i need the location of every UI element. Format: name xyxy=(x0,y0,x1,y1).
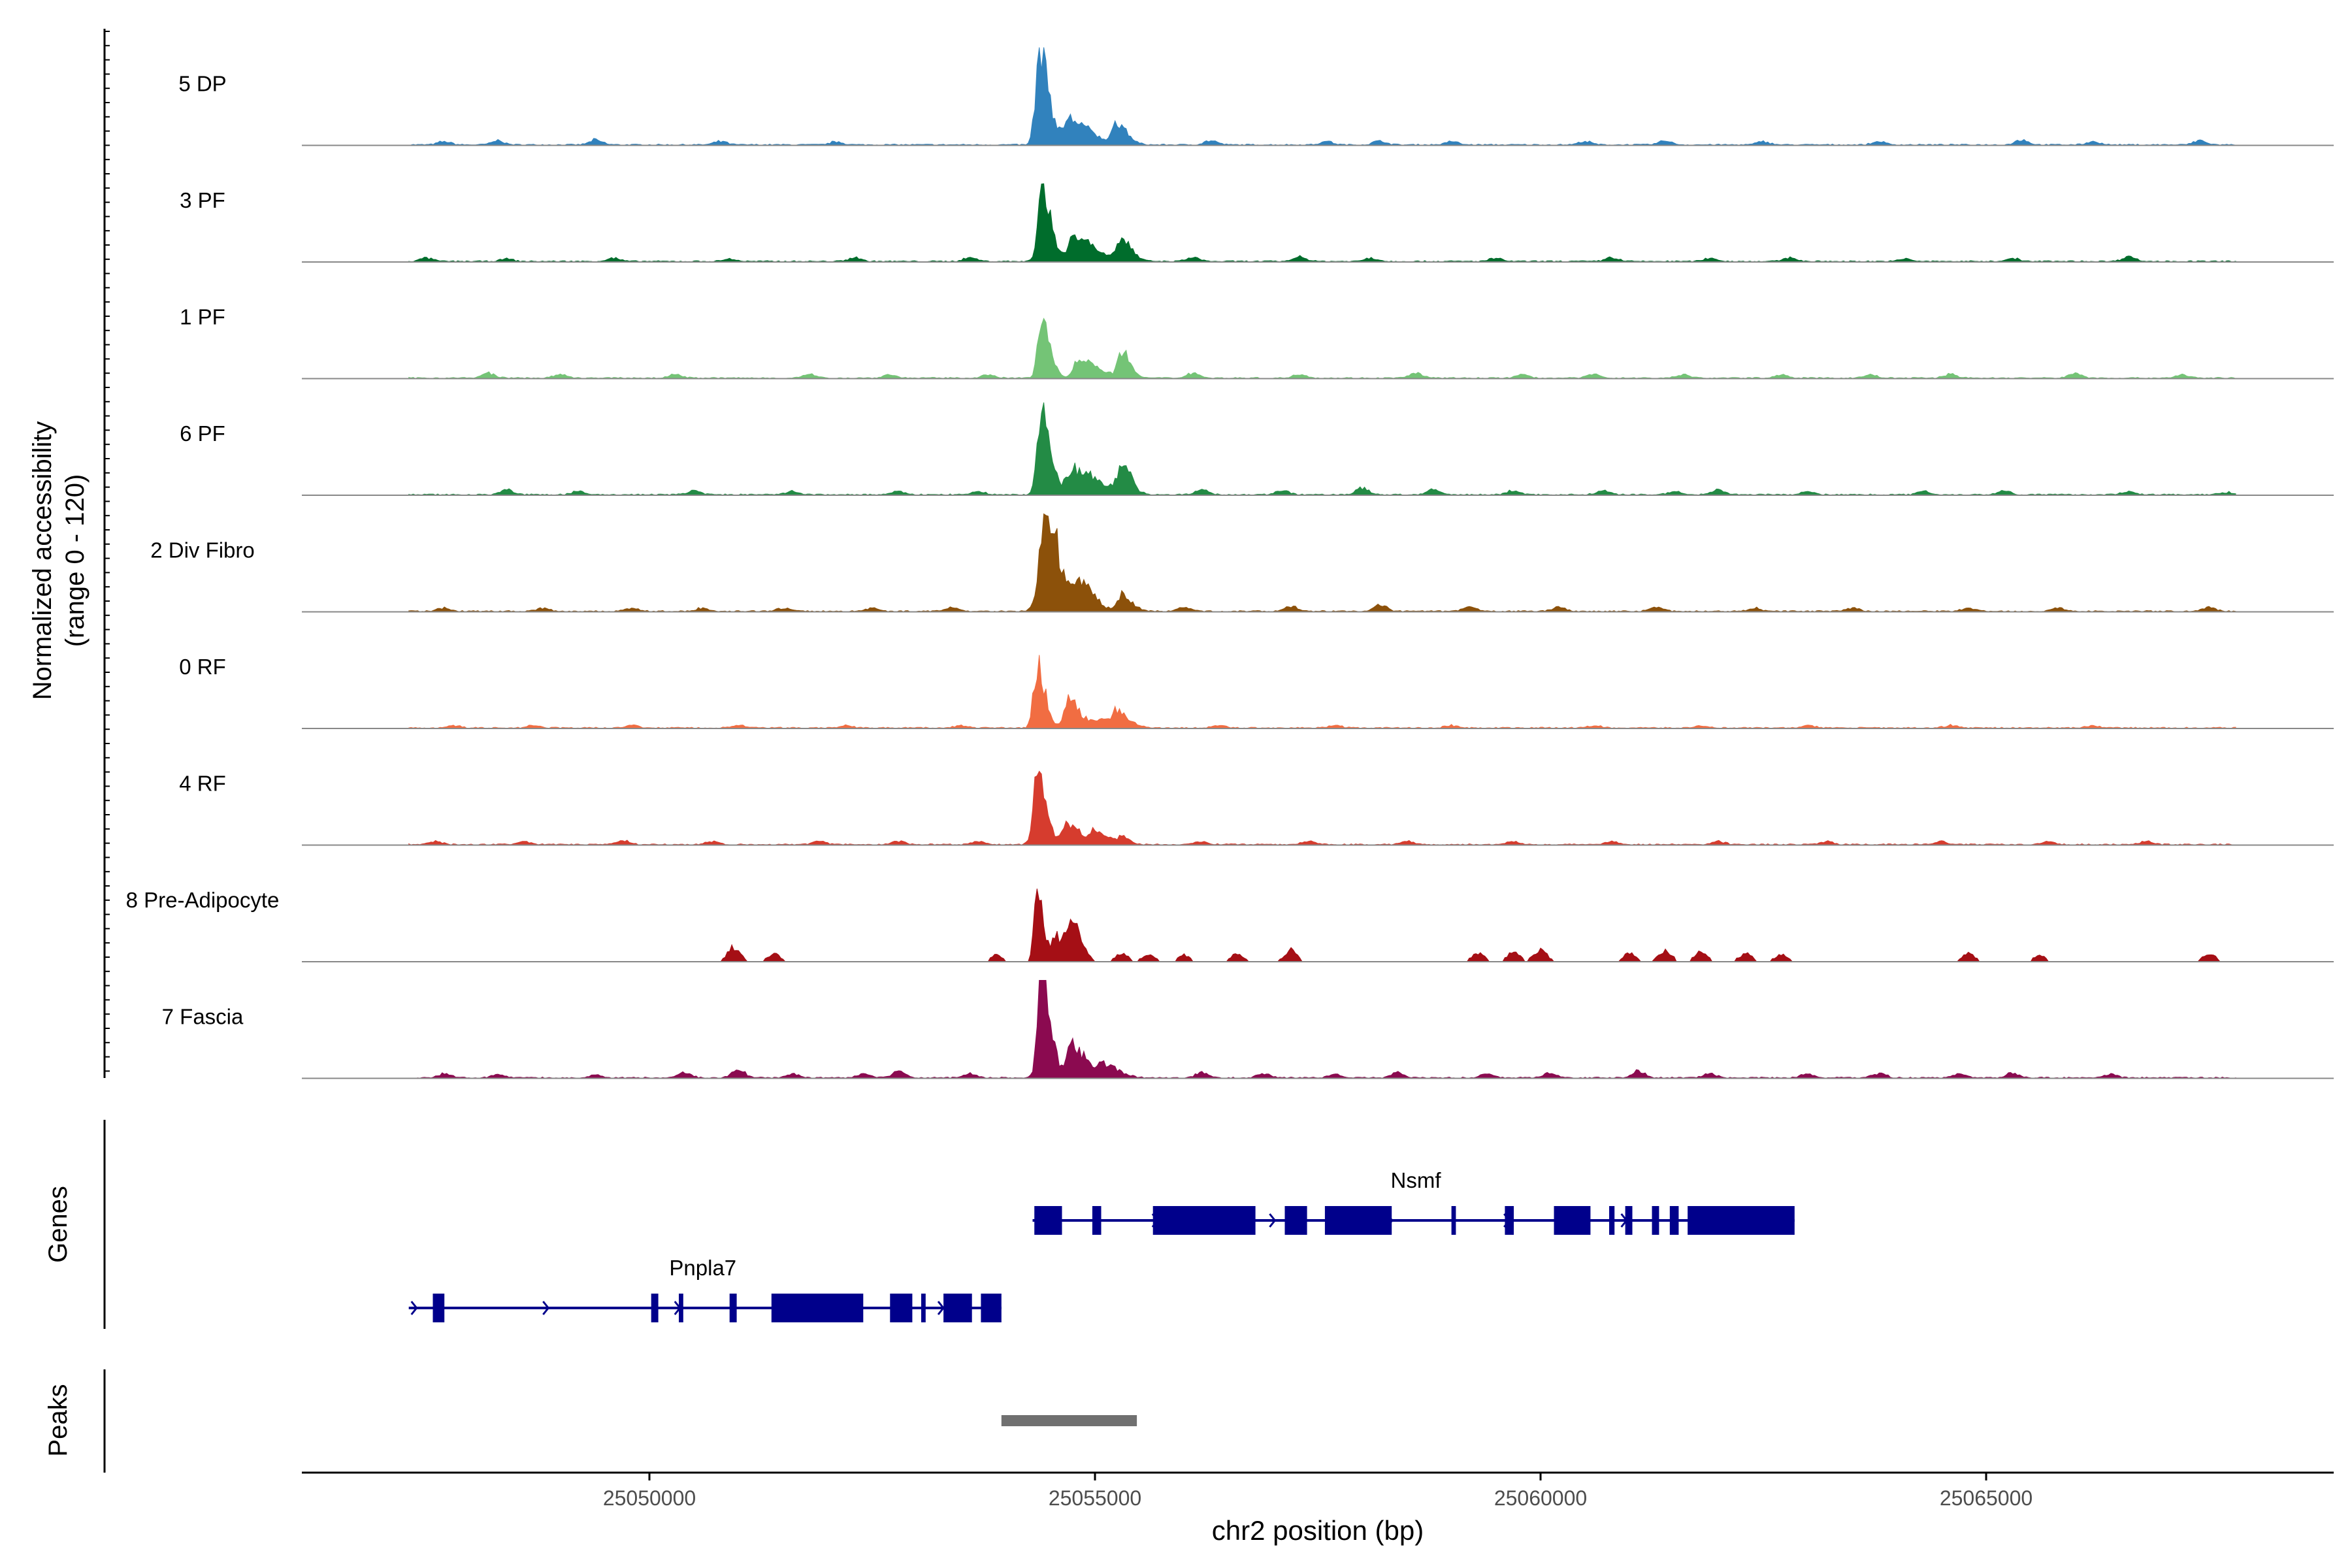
exon xyxy=(1284,1206,1307,1235)
coverage-area xyxy=(408,318,2236,380)
y-axis-range-label: (range 0 - 120) xyxy=(61,474,90,647)
gene-annotations: Pnpla7 Nsmf xyxy=(408,1168,1795,1322)
exon xyxy=(1625,1206,1633,1235)
y-axis-label: Normalized accessibility xyxy=(28,421,57,700)
track-7: 8 Pre-Adipocyte xyxy=(126,888,2334,962)
coverage-area xyxy=(408,402,2236,496)
coverage-area xyxy=(408,980,2236,1079)
exon xyxy=(1152,1206,1256,1235)
track-1: 3 PF xyxy=(180,183,2334,263)
track-label: 4 RF xyxy=(179,771,226,795)
coverage-area xyxy=(408,513,2236,613)
strand-arrow xyxy=(410,1301,418,1315)
genes-track-label: Genes xyxy=(44,1186,73,1263)
exon xyxy=(1669,1206,1679,1235)
gene-label: Nsmf xyxy=(1391,1168,1442,1192)
coverage-area xyxy=(408,889,2236,962)
exon xyxy=(1688,1206,1795,1235)
coverage-area xyxy=(408,47,2236,146)
track-6: 4 RF xyxy=(179,770,2334,846)
track-label: 6 PF xyxy=(180,421,225,446)
x-tick-label: 25055000 xyxy=(1049,1486,1141,1510)
exon xyxy=(433,1294,445,1322)
x-axis-label: chr2 position (bp) xyxy=(1212,1515,1424,1546)
peak-region xyxy=(1001,1415,1137,1426)
x-tick-label: 25060000 xyxy=(1494,1486,1587,1510)
track-0: 5 DP xyxy=(178,47,2334,146)
track-8: 7 Fascia xyxy=(162,980,2334,1079)
exon xyxy=(981,1294,1002,1322)
strand-arrow xyxy=(1269,1213,1277,1228)
exon xyxy=(651,1294,659,1322)
exon xyxy=(1324,1206,1392,1235)
track-label: 8 Pre-Adipocyte xyxy=(126,888,280,912)
exon xyxy=(1609,1206,1615,1235)
exon xyxy=(1505,1206,1514,1235)
coverage-area xyxy=(408,655,2236,729)
x-tick-label: 25065000 xyxy=(1940,1486,2033,1510)
track-label: 2 Div Fibro xyxy=(150,538,255,562)
exon xyxy=(943,1294,972,1322)
exon xyxy=(771,1294,864,1322)
strand-arrow xyxy=(937,1301,945,1315)
exon xyxy=(679,1294,683,1322)
strand-arrow xyxy=(542,1301,550,1315)
track-label: 1 PF xyxy=(180,304,225,329)
exon xyxy=(921,1294,926,1322)
exon xyxy=(729,1294,737,1322)
exon xyxy=(1652,1206,1659,1235)
track-5: 0 RF xyxy=(179,655,2334,729)
gene-pnpla7: Pnpla7 xyxy=(408,1256,1002,1322)
coverage-y-minor-ticks xyxy=(105,31,110,1072)
track-label: 5 DP xyxy=(178,71,226,95)
x-axis-ticks: 25050000 25055000 25060000 25065000 xyxy=(603,1473,2033,1510)
coverage-area xyxy=(408,183,2236,263)
exon xyxy=(1554,1206,1591,1235)
exon xyxy=(1034,1206,1062,1235)
peaks-track-label: Peaks xyxy=(44,1384,73,1456)
coverage-area xyxy=(408,770,2236,846)
exon xyxy=(1451,1206,1456,1235)
gene-nsmf: Nsmf xyxy=(1032,1168,1795,1235)
track-3: 6 PF xyxy=(180,402,2334,496)
track-label: 7 Fascia xyxy=(162,1004,244,1028)
exon xyxy=(1092,1206,1102,1235)
track-label: 3 PF xyxy=(180,188,225,212)
peak-regions xyxy=(1001,1415,1137,1426)
coverage-tracks: 5 DP 3 PF 1 PF 6 PF 2 Div Fibro 0 RF 4 RF 8 Pre… xyxy=(126,47,2334,1079)
track-label: 0 RF xyxy=(179,655,226,679)
x-tick-label: 25050000 xyxy=(603,1486,696,1510)
exon xyxy=(890,1294,913,1322)
track-2: 1 PF xyxy=(180,304,2334,380)
track-4: 2 Div Fibro xyxy=(150,513,2334,613)
gene-label: Pnpla7 xyxy=(669,1256,736,1280)
